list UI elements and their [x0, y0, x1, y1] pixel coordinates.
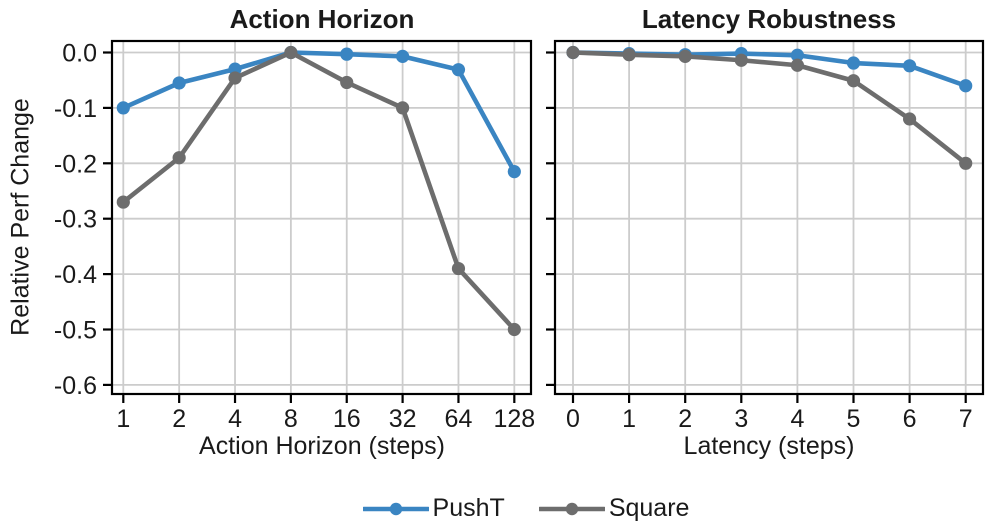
y-tick-label: -0.2 [54, 150, 97, 178]
data-point-square [678, 49, 692, 63]
data-point-pusht [790, 48, 805, 62]
x-tick-label: 2 [172, 405, 186, 433]
data-point-square [172, 151, 186, 165]
x-tick-label: 32 [389, 405, 417, 433]
data-point-pusht [116, 101, 130, 115]
legend-swatch-marker [389, 502, 402, 515]
pusht-line-marker-icon [362, 502, 429, 515]
data-point-square [396, 101, 410, 115]
data-point-square [790, 58, 805, 72]
x-tick-label: 4 [228, 405, 242, 433]
plot-border [553, 39, 985, 396]
legend-item-pusht: PushT [362, 494, 505, 523]
data-point-square [507, 322, 521, 337]
data-point-square [116, 195, 130, 209]
y-tick-label: -0.4 [54, 261, 97, 289]
data-point-pusht [451, 63, 466, 77]
data-point-square [903, 112, 917, 126]
x-tick-label: 6 [903, 405, 917, 433]
data-point-pusht [507, 165, 521, 179]
x-tick-label: 4 [790, 405, 804, 433]
data-point-square [846, 74, 861, 88]
legend-label-square: Square [608, 494, 690, 522]
left-x-axis-label: Action Horizon (steps) [199, 432, 445, 460]
data-point-square [284, 45, 298, 60]
legend-item-square: Square [538, 494, 690, 523]
data-point-square [959, 156, 973, 170]
plot-border [110, 39, 533, 396]
x-tick-label: 2 [678, 405, 692, 433]
x-tick-label: 16 [333, 405, 361, 433]
data-point-pusht [340, 47, 354, 61]
data-point-pusht [903, 59, 917, 73]
data-point-square [228, 71, 242, 85]
data-point-pusht [959, 79, 973, 93]
x-tick-label: 5 [847, 405, 861, 433]
x-tick-label: 64 [445, 405, 473, 433]
data-point-square [734, 53, 748, 67]
x-tick-label: 0 [566, 405, 580, 433]
series-line-square [121, 50, 517, 332]
y-tick-label: -0.1 [54, 95, 97, 123]
y-tick-label: 0.0 [62, 40, 97, 68]
y-axis-label: Relative Perf Change [6, 98, 35, 336]
legend-label-pusht: PushT [432, 494, 505, 522]
series-line-square [570, 50, 969, 166]
square-line-marker-icon [538, 502, 605, 515]
data-point-square [451, 261, 466, 276]
legend-swatch-marker [565, 502, 579, 515]
y-tick-label: -0.3 [54, 206, 97, 234]
x-tick-label: 1 [622, 405, 636, 433]
y-tick-label: -0.6 [54, 372, 97, 400]
series-line-pusht [121, 50, 517, 174]
right-chart-title: Latency Robustness [641, 4, 897, 34]
data-point-pusht [846, 56, 861, 70]
data-point-pusht [172, 76, 186, 90]
x-tick-label: 1 [116, 405, 130, 433]
y-tick-label: -0.5 [54, 317, 97, 345]
x-tick-label: 7 [959, 405, 973, 433]
left-chart-title: Action Horizon [229, 4, 415, 34]
data-point-square [622, 48, 636, 62]
x-tick-label: 8 [284, 405, 298, 433]
legend: PushT Square [0, 494, 996, 523]
data-point-pusht [396, 49, 410, 63]
right-x-axis-label: Latency (steps) [683, 432, 855, 460]
data-point-square [566, 45, 580, 60]
x-tick-label: 3 [734, 405, 748, 433]
data-point-square [340, 75, 354, 90]
x-tick-label: 128 [493, 405, 535, 433]
